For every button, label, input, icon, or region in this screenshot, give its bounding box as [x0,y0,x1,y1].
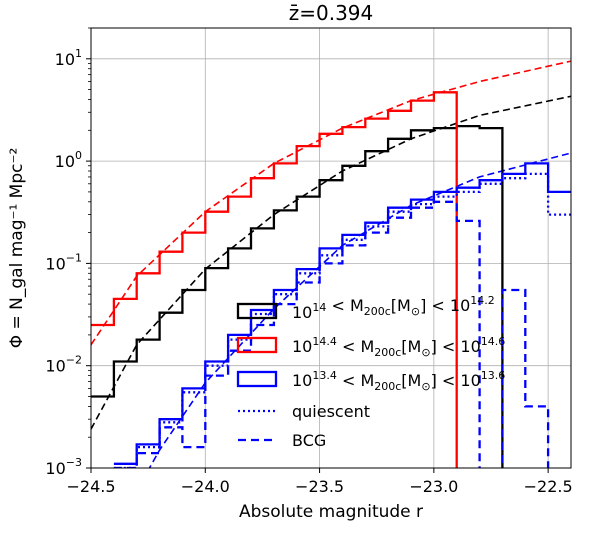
legend: 1014 < M200c[M⊙] < 1014.2 1014.4 < M200c[… [236,294,505,450]
y-tick-label: 10−2 [45,354,82,376]
fit-line [91,95,571,430]
series-step-line [113,200,550,468]
series-step-line [113,172,571,468]
histogram-series [91,91,571,468]
x-tick-label: −24.5 [66,477,115,496]
plot-frame [90,27,572,469]
axis-ticks: −24.5 −24.0 −23.5 −23.0 −22.5 10−3 10−2 10−1 100… [45,27,573,496]
series-step-line [91,124,504,468]
y-tick-label: 10−3 [45,456,82,478]
x-tick-label: −23.5 [295,477,344,496]
x-tick-label: −23.0 [409,477,458,496]
legend-swatch [236,336,278,354]
y-tick-label: 101 [55,47,82,69]
legend-label: 1014.4 < M200c[M⊙] < 1014.6 [292,335,505,359]
x-tick-label: −22.5 [524,477,573,496]
series-step-line [91,91,458,468]
legend-label: BCG [292,431,326,450]
x-tick-label: −24.0 [181,477,230,496]
fit-line [148,152,571,468]
legend-swatch [236,370,278,388]
x-axis-label: Absolute magnitude r [239,502,423,522]
legend-label: quiescent [292,402,370,421]
legend-swatch [236,302,278,320]
chart-title: z̄=0.394 [289,1,374,25]
y-axis-label: Φ = N_gal mag⁻¹ Mpc⁻² [7,148,27,349]
legend-label: 1013.4 < M200c[M⊙] < 1013.6 [292,369,505,393]
legend-label: 1014 < M200c[M⊙] < 1014.2 [292,294,495,322]
fit-lines [91,60,571,468]
series-step-line [113,162,571,465]
y-tick-label: 10−1 [45,251,82,273]
y-tick-label: 100 [55,149,82,171]
